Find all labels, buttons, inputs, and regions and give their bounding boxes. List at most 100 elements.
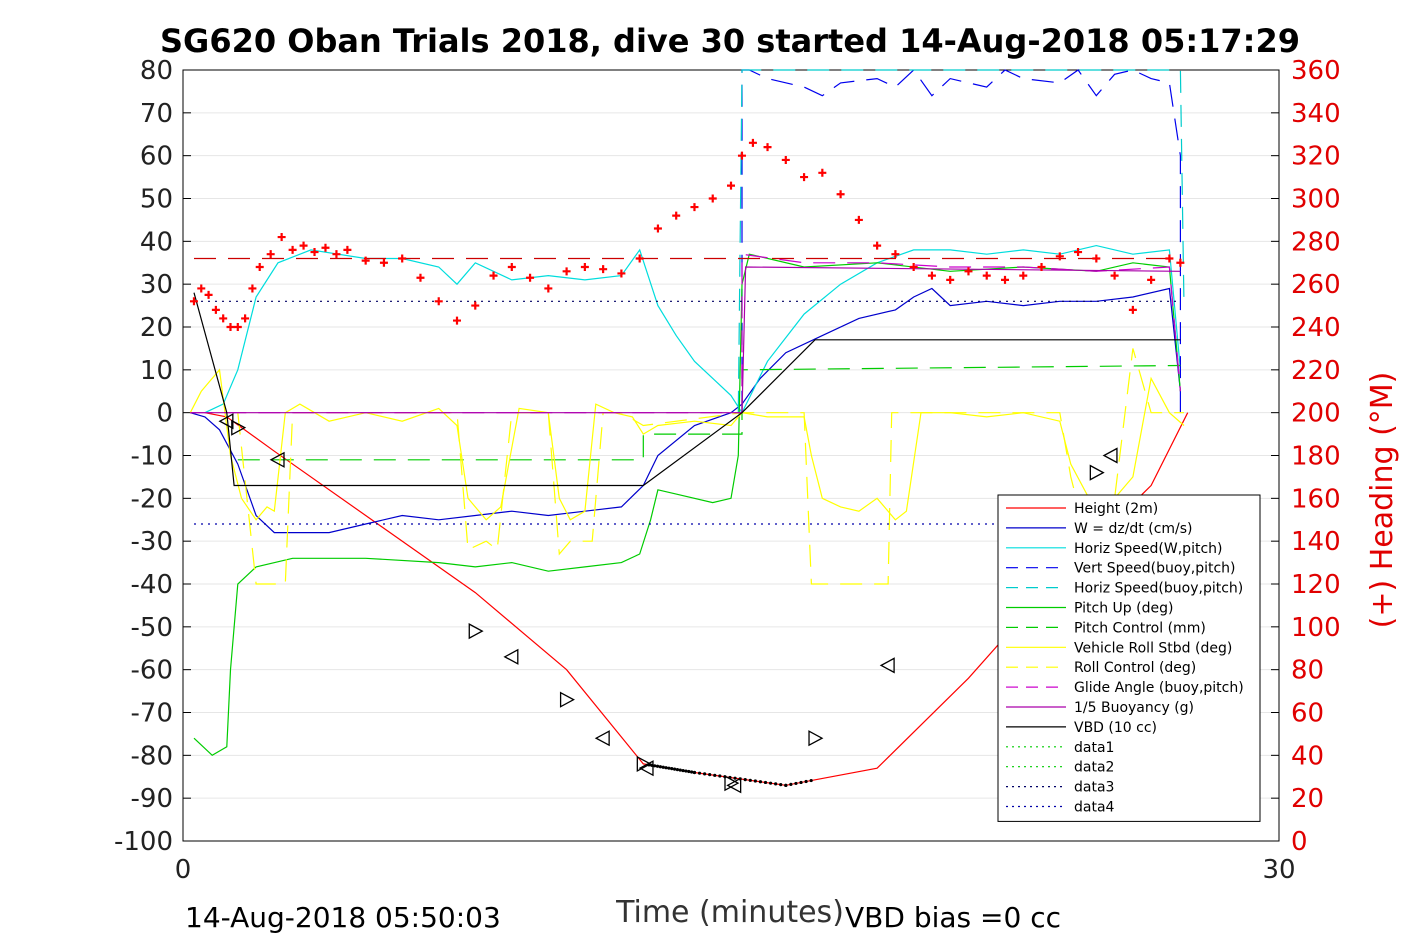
heading-point (1165, 254, 1174, 263)
heading-point (1147, 275, 1156, 284)
series-buoyancy (190, 266, 1181, 414)
profile-dot (784, 783, 788, 787)
profile-dot (653, 764, 657, 768)
heading-point (748, 138, 757, 147)
heading-point (727, 181, 735, 190)
y-right-tick-label: 200 (1291, 399, 1341, 429)
heading-point (434, 297, 443, 306)
profile-dot (708, 773, 712, 777)
heading-point (617, 269, 626, 278)
heading-point (416, 273, 425, 282)
profile-dot (672, 767, 677, 771)
profile-marker (1102, 447, 1118, 464)
y-right-tick-label: 180 (1291, 442, 1341, 472)
profile-dot (728, 775, 732, 780)
profile-marker (231, 419, 247, 436)
legend-label-pitch: Pitch Up (deg) (1074, 601, 1173, 617)
heading-point (763, 143, 772, 152)
series-glide (190, 253, 1181, 414)
heading-point (241, 314, 250, 323)
profile-marker (594, 730, 610, 747)
y-right-tick-label: 120 (1291, 570, 1341, 600)
heading-point (211, 305, 220, 314)
heading-point (982, 271, 991, 280)
heading-point (1092, 254, 1101, 263)
x-axis-ticks: 0 30 (175, 833, 1296, 885)
y-right-tick-label: 160 (1291, 484, 1341, 514)
heading-point (489, 271, 498, 280)
profile-dot (661, 765, 665, 769)
y-tick-label: -50 (131, 613, 173, 643)
y-tick-label: -10 (131, 442, 173, 472)
y-tick-label: 10 (140, 356, 173, 386)
y-tick-label: -20 (131, 484, 173, 514)
profile-dot (675, 768, 680, 772)
profile-dot (748, 778, 752, 782)
profile-dot (794, 781, 798, 786)
heading-point (321, 243, 330, 252)
heading-point (891, 250, 900, 259)
y-tick-label: 60 (140, 142, 173, 172)
heading-point (310, 248, 319, 257)
heading-point (854, 215, 863, 224)
heading-point (248, 284, 257, 293)
heading-point (562, 267, 571, 276)
heading-point (526, 273, 535, 282)
profile-dot (658, 765, 662, 769)
heading-point (635, 254, 644, 263)
heading-point (1037, 263, 1046, 272)
heading-point (219, 314, 228, 323)
y-tick-label: -70 (131, 699, 173, 729)
y-axis-left-ticks: 80 70 60 50 40 30 20 10 0 -10 -20 -30 -40 -50 -60 -70 -8… (114, 56, 191, 857)
profile-dot (687, 769, 691, 774)
heading-point (332, 250, 341, 259)
x-tick-label: 30 (1262, 855, 1295, 885)
heading-point (1128, 305, 1137, 314)
y-tick-label: -40 (131, 570, 173, 600)
profile-marker (1089, 464, 1105, 481)
profile-dot (753, 779, 757, 783)
profile-dot (804, 779, 808, 784)
heading-point (299, 241, 308, 250)
y-tick-label: -100 (114, 827, 173, 857)
series-pitch (193, 253, 1181, 757)
legend-label-horiz_w: Horiz Speed(W,pitch) (1074, 541, 1222, 557)
legend: Height (2m) W = dz/dt (cm/s) Horiz Speed(W… (997, 494, 1261, 822)
profile-marker (269, 451, 285, 468)
y-tick-label: 0 (156, 399, 173, 429)
heading-point (507, 263, 516, 272)
profile-marker (468, 623, 484, 640)
profile-dot (799, 780, 803, 785)
heading-point (836, 190, 845, 199)
profile-dot (779, 783, 783, 787)
heading-point (599, 265, 608, 274)
series-vbd (193, 292, 1181, 487)
heading-point (800, 173, 809, 182)
profile-dot (692, 770, 697, 775)
footer-timestamp: 14-Aug-2018 05:50:03 (185, 901, 501, 934)
legend-label-roll: Vehicle Roll Stbd (deg) (1074, 640, 1232, 656)
profile-dot (697, 771, 702, 775)
y-right-tick-label: 320 (1291, 142, 1341, 172)
legend-box (997, 494, 1261, 822)
series-roll (189, 368, 1185, 521)
profile-markers (218, 413, 1118, 794)
legend-label-glide: Glide Angle (buoy,pitch) (1074, 680, 1244, 696)
profile-dot (733, 776, 737, 780)
y-tick-label: 30 (140, 270, 173, 300)
y-tick-label: -30 (131, 527, 173, 557)
y-axis-right-label: (+) Heading (°M) (1365, 372, 1400, 629)
legend-label-data3: data3 (1074, 780, 1114, 796)
profile-marker (636, 755, 652, 772)
profile-dot (664, 766, 668, 770)
series-horiz_buoy (737, 69, 1185, 413)
heading-point (927, 271, 936, 280)
profile-dot (703, 772, 707, 776)
heading-point (909, 263, 918, 272)
heading-point (453, 316, 461, 325)
y-axis-right-ticks: 3603403203002802602402202001801601401201… (1271, 56, 1341, 857)
profile-dot (670, 767, 674, 771)
legend-label-pitch_ctrl: Pitch Control (mm) (1074, 620, 1206, 636)
profile-marker (726, 777, 742, 794)
heading-point (818, 168, 827, 177)
